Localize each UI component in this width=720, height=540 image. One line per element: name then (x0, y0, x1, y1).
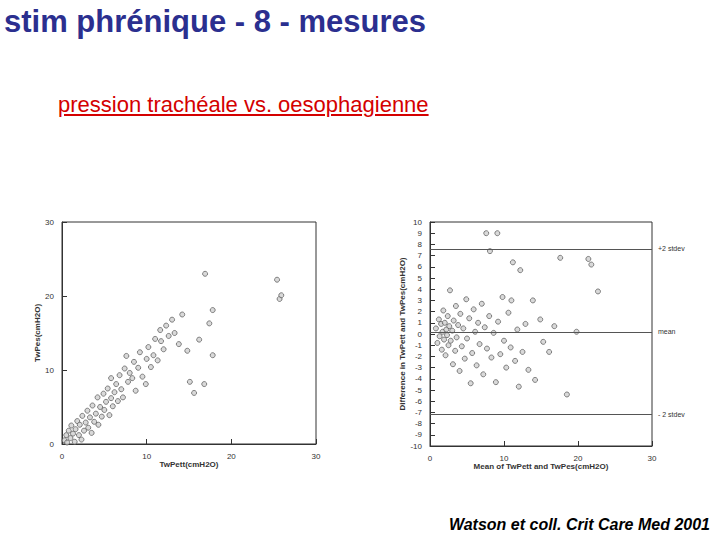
svg-text:TwPes(cmH2O): TwPes(cmH2O) (33, 304, 42, 362)
svg-text:8: 8 (418, 240, 423, 249)
svg-text:Mean of TwPett and TwPes(cmH2O: Mean of TwPett and TwPes(cmH2O) (474, 462, 609, 471)
svg-text:0: 0 (60, 452, 65, 461)
svg-text:7: 7 (418, 251, 423, 260)
svg-text:10: 10 (500, 454, 509, 463)
svg-text:6: 6 (418, 262, 423, 271)
svg-text:0: 0 (428, 454, 433, 463)
svg-text:-3: -3 (415, 363, 423, 372)
svg-text:10: 10 (413, 218, 422, 227)
html-text:stim phrénique - 8 - mesures: stim phrénique - 8 - mesures (4, 4, 427, 39)
svg-text:-4: -4 (415, 374, 423, 383)
svg-text:20: 20 (227, 452, 236, 461)
svg-text:-8: -8 (415, 419, 423, 428)
svg-text:20: 20 (45, 292, 54, 301)
svg-text:9: 9 (418, 229, 423, 238)
svg-text:-1: -1 (415, 341, 423, 350)
svg-text:30: 30 (312, 452, 321, 461)
svg-text:-2: -2 (415, 352, 423, 361)
svg-text:30: 30 (648, 454, 657, 463)
svg-text:Difference in TwPett and TwPes: Difference in TwPett and TwPes(cmH2O) (398, 257, 407, 410)
svg-text:20: 20 (574, 454, 583, 463)
svg-text:2: 2 (418, 307, 423, 316)
svg-text:-7: -7 (415, 408, 423, 417)
svg-text:1: 1 (418, 318, 423, 327)
svg-text:+2 stdev: +2 stdev (658, 245, 685, 252)
svg-text:4: 4 (418, 285, 423, 294)
svg-text:0: 0 (418, 330, 423, 339)
html-text:Watson et coll. Crit Care Med: Watson et coll. Crit Care Med 2001 (448, 516, 710, 533)
svg-text:TwPett(cmH2O): TwPett(cmH2O) (160, 460, 219, 469)
svg-text:10: 10 (142, 452, 151, 461)
svg-text:3: 3 (418, 296, 423, 305)
svg-text:- 2 stdev: - 2 stdev (658, 411, 685, 418)
svg-text:0: 0 (50, 440, 55, 449)
svg-text:-10: -10 (410, 442, 422, 451)
svg-text:-9: -9 (415, 430, 423, 439)
svg-text:5: 5 (418, 274, 423, 283)
svg-text:10: 10 (45, 366, 54, 375)
svg-text:-5: -5 (415, 386, 423, 395)
svg-text:mean: mean (658, 328, 676, 335)
svg-text:30: 30 (45, 218, 54, 227)
html-text:pression trachéale vs. oesopha: pression trachéale vs. oesophagienne (58, 92, 429, 117)
svg-text:-6: -6 (415, 397, 423, 406)
